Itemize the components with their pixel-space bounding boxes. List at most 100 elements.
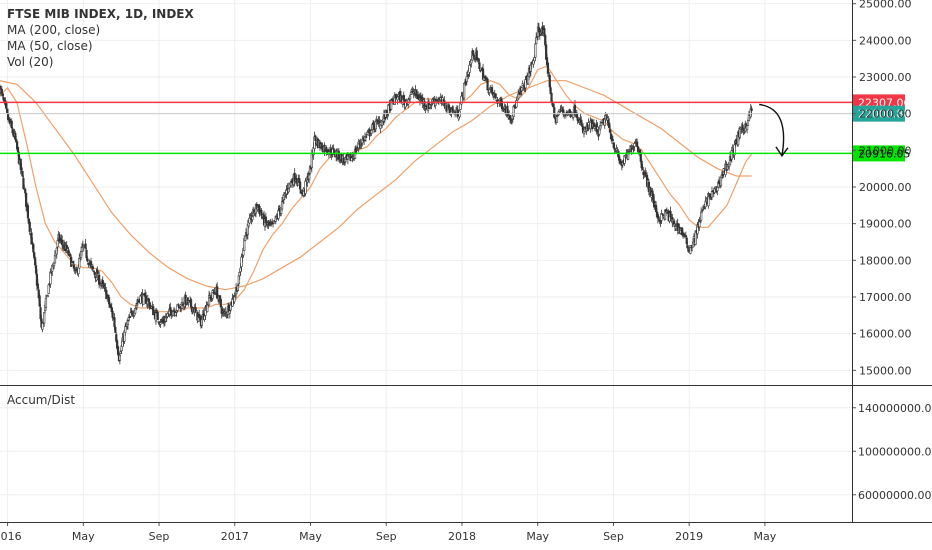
- price-tick-label: 18000.00: [859, 254, 912, 267]
- candle-up: [308, 174, 311, 180]
- price-axis[interactable]: 25000.00 24000.00 23000.00 22000.00 21000.00…: [852, 0, 912, 377]
- candle-down: [636, 141, 639, 147]
- candle-down: [548, 74, 551, 88]
- candle-down: [113, 317, 116, 327]
- last-price-tag: [853, 105, 905, 122]
- accum-tick-label: 140000000.0000: [858, 402, 932, 415]
- support-price-tag: [853, 145, 905, 162]
- candle-up: [453, 109, 456, 112]
- candle-down: [28, 221, 31, 232]
- candle-down: [111, 310, 114, 318]
- candlestick-series: [0, 21, 753, 365]
- candle-down: [93, 272, 96, 275]
- candle-down: [114, 327, 117, 333]
- candle-up: [159, 322, 162, 325]
- symbol-title[interactable]: FTSE MIB INDEX, 1D, INDEX: [7, 7, 194, 21]
- time-axis[interactable]: 2016 May Sep 2017 May Sep 2018 May Sep 2019 May: [0, 522, 777, 543]
- ma200-line: [0, 80, 752, 291]
- candle-down: [423, 100, 426, 107]
- candle-down: [72, 264, 76, 269]
- time-tick-label: May: [526, 530, 549, 543]
- candle-up: [195, 310, 198, 312]
- price-tick-label: 21000.00: [859, 144, 912, 157]
- candle-up: [280, 201, 284, 210]
- candle-down: [20, 167, 23, 171]
- chart-frame: [0, 0, 932, 523]
- time-tick-label: 2019: [675, 530, 703, 543]
- price-tick-label: 24000.00: [859, 34, 912, 47]
- candle-down: [673, 220, 676, 225]
- candle-down: [553, 107, 556, 118]
- candle-down: [69, 254, 72, 256]
- candle-down: [177, 305, 180, 307]
- candle-up: [468, 64, 471, 73]
- candle-down: [34, 257, 37, 266]
- candle-down: [443, 100, 446, 107]
- candle-down: [156, 312, 159, 321]
- time-tick-label: May: [72, 530, 95, 543]
- legend-ma50[interactable]: MA (50, close): [7, 39, 93, 53]
- candle-up: [248, 217, 251, 224]
- chart-grid: [0, 0, 852, 522]
- candle-down: [5, 102, 8, 109]
- time-tick-label: May: [754, 530, 777, 543]
- accum-dist-label[interactable]: Accum/Dist: [7, 393, 76, 407]
- legend-ma200[interactable]: MA (200, close): [7, 23, 101, 37]
- candle-down: [89, 261, 93, 266]
- candle-up: [730, 150, 733, 160]
- candle-up: [460, 95, 463, 105]
- price-tick-label: 16000.00: [859, 328, 912, 341]
- time-tick-label: 2016: [0, 530, 22, 543]
- last-price-label: 22000.88: [858, 108, 911, 121]
- accum-tick-label: 100000000.0000: [858, 445, 932, 458]
- candle-down: [475, 50, 478, 61]
- candle-down: [26, 205, 30, 219]
- candle-up: [700, 210, 704, 213]
- ma200-path: [0, 80, 752, 291]
- arrow-curve: [759, 103, 785, 156]
- candle-down: [36, 283, 39, 289]
- price-tick-label: 19000.00: [859, 218, 912, 231]
- time-tick-label: Sep: [603, 530, 624, 543]
- time-tick-label: Sep: [149, 530, 170, 543]
- candle-up: [390, 100, 393, 110]
- candle-down: [189, 299, 193, 308]
- candle-down: [685, 237, 688, 244]
- candle-up: [408, 95, 412, 100]
- candle-down: [550, 92, 553, 102]
- candle-down: [508, 115, 512, 120]
- candle-down: [486, 78, 489, 91]
- candle-up: [555, 116, 559, 123]
- candle-down: [32, 244, 35, 253]
- candle-up: [409, 91, 413, 95]
- candle-down: [641, 166, 644, 171]
- candle-down: [299, 181, 302, 190]
- candle-down: [478, 62, 481, 69]
- support-price-label: 20916.05: [858, 147, 911, 160]
- candle-down: [16, 147, 20, 153]
- candle-down: [213, 291, 216, 294]
- candle-up: [47, 284, 50, 294]
- candle-down: [260, 210, 263, 216]
- projection-arrow: [759, 103, 789, 158]
- legend-volume[interactable]: Vol (20): [7, 55, 54, 69]
- candle-up: [701, 209, 705, 211]
- arrow-head: [775, 146, 789, 158]
- time-tick-label: May: [299, 530, 322, 543]
- candle-up: [80, 247, 84, 252]
- accum-tick-label: 60000000.0000: [858, 489, 932, 502]
- candle-down: [562, 109, 565, 113]
- candle-up: [56, 240, 59, 248]
- accum-dist-axis[interactable]: 140000000.0000 100000000.0000 60000000.000…: [852, 402, 932, 502]
- candle-down: [104, 286, 107, 290]
- candle-down: [546, 62, 550, 74]
- candle-up: [746, 125, 749, 131]
- candle-down: [86, 258, 89, 262]
- candle-up: [206, 304, 209, 313]
- candle-down: [24, 189, 27, 194]
- candle-up: [43, 312, 46, 324]
- candle-down: [750, 108, 753, 111]
- candle-up: [308, 166, 312, 174]
